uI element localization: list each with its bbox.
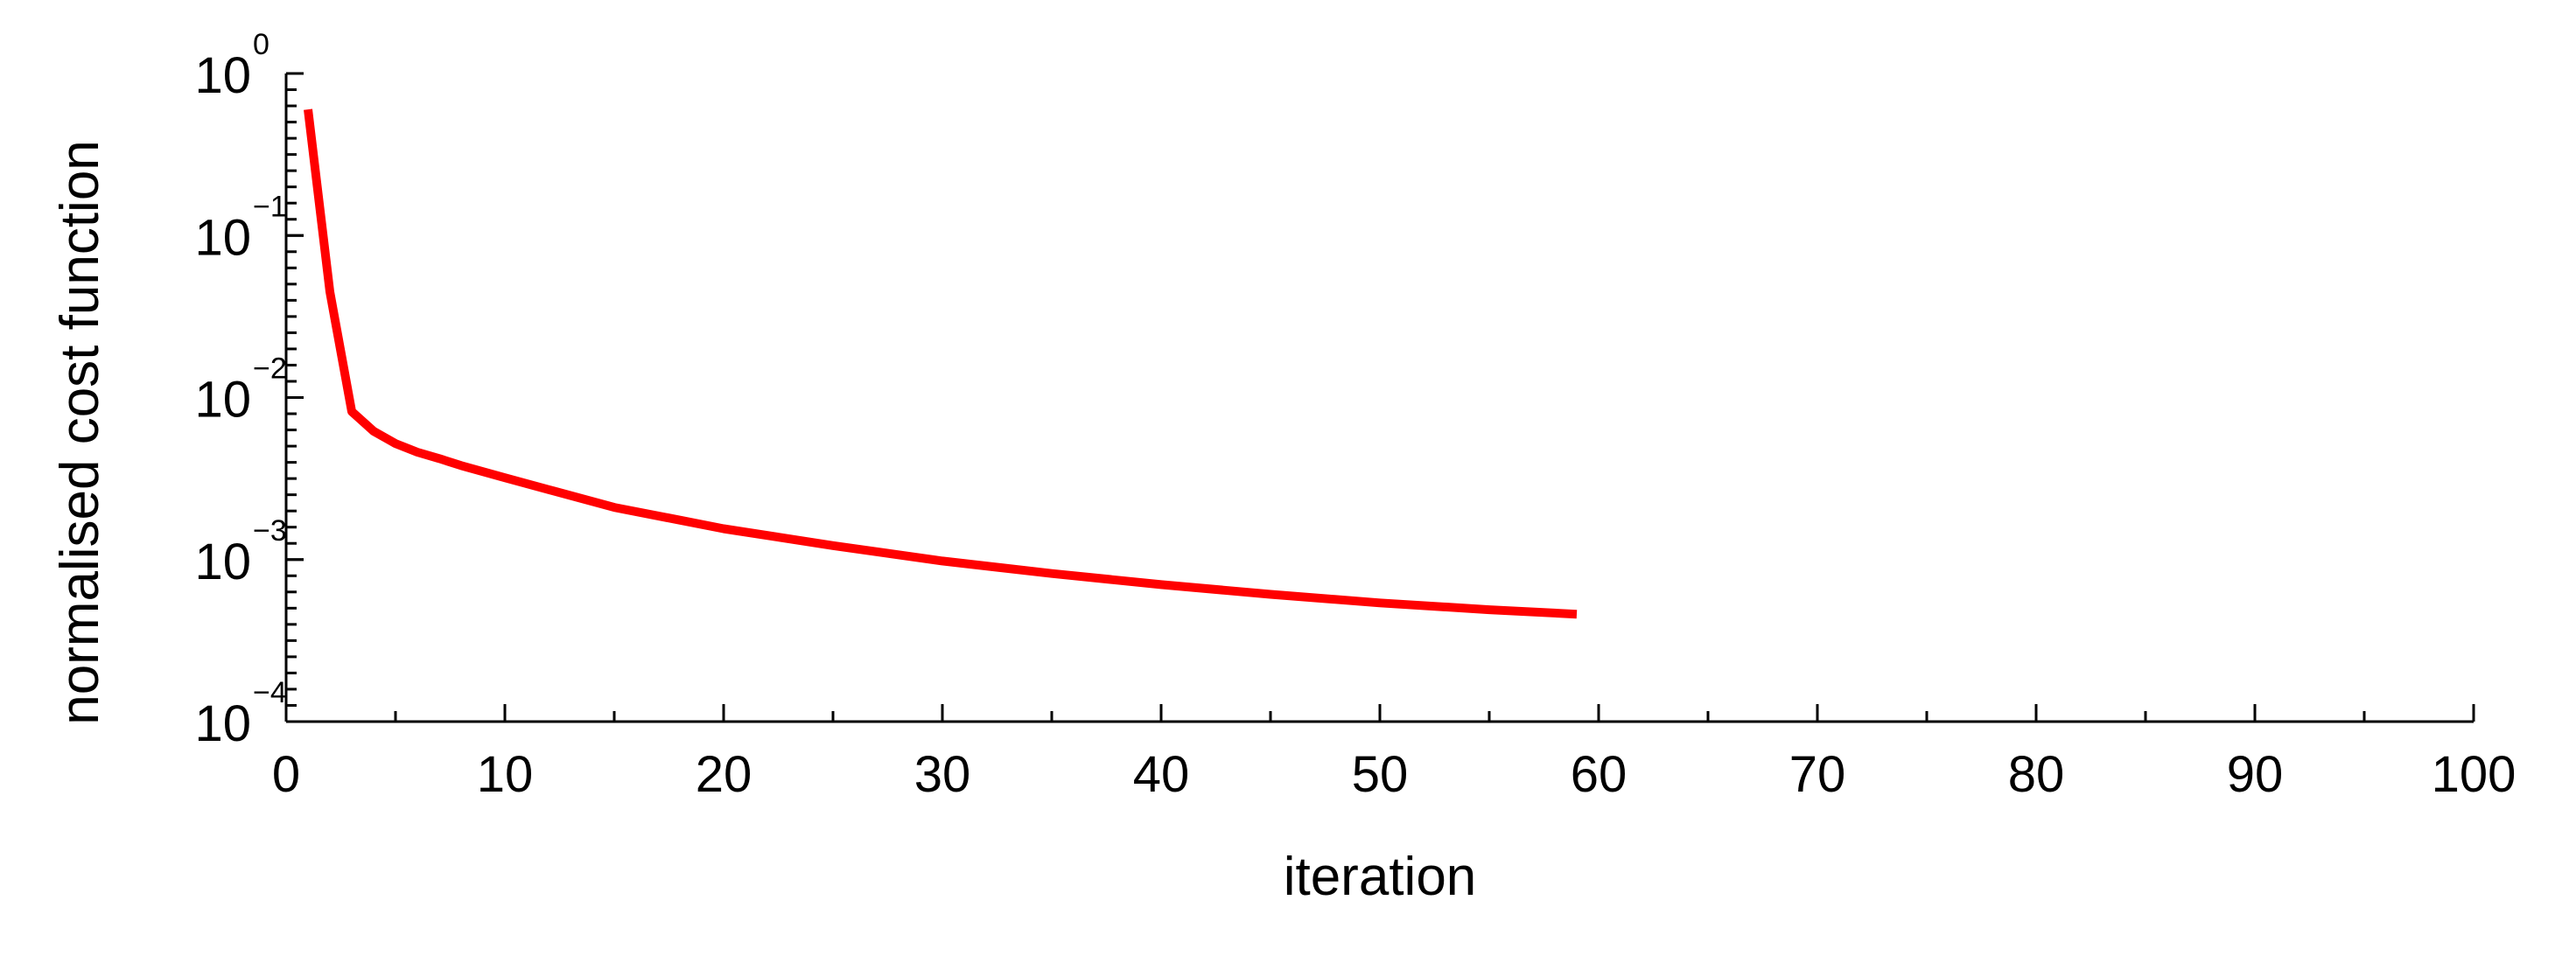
y-tick-exponent: −2	[253, 352, 287, 386]
y-tick-exponent: −3	[253, 514, 287, 548]
y-tick-exponent: 0	[253, 28, 270, 61]
series-line	[304, 108, 1578, 619]
x-tick-label: 80	[2008, 746, 2065, 803]
x-tick-label: 90	[2227, 746, 2284, 803]
x-tick-label: 70	[1789, 746, 1846, 803]
series-group	[304, 108, 1578, 619]
x-tick-label: 0	[272, 746, 300, 803]
y-tick-exponent: −4	[253, 676, 287, 709]
x-tick-label: 60	[1571, 746, 1628, 803]
x-tick-label: 40	[1133, 746, 1190, 803]
y-tick-label: 10	[194, 534, 251, 590]
x-tick-label: 20	[696, 746, 752, 803]
x-tick-label: 50	[1352, 746, 1409, 803]
x-tick-label: 100	[2432, 746, 2516, 803]
axes	[284, 73, 2474, 723]
x-tick-label: 10	[477, 746, 534, 803]
y-axis-label: normalised cost function	[50, 140, 110, 725]
y-tick-label: 10	[194, 47, 251, 104]
x-tick-label: 30	[914, 746, 971, 803]
y-tick-label: 10	[194, 209, 251, 266]
y-tick-label: 10	[194, 695, 251, 752]
y-tick-label: 10	[194, 372, 251, 429]
x-axis-label: iteration	[1284, 847, 1477, 907]
x-axis-ticks: 0 10 20 30 40 50 60 70 80 90 100	[272, 704, 2516, 803]
y-tick-exponent: −1	[253, 190, 287, 223]
